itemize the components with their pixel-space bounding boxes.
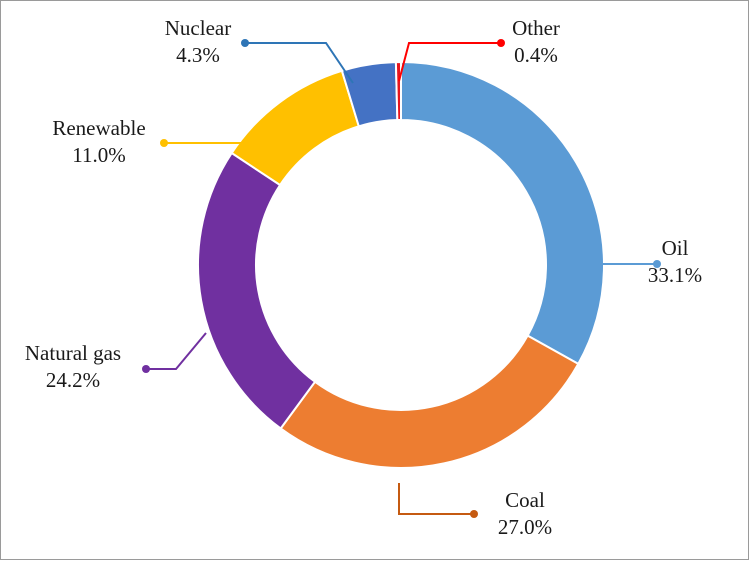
slice-label-coal: Coal 27.0% (498, 488, 552, 539)
slice-label-natural-gas: Natural gas 24.2% (25, 341, 121, 392)
leader-line-nuclear (245, 42, 354, 84)
slice-name: Renewable (52, 116, 145, 140)
leader-dot-renewable (160, 139, 168, 147)
slice-label-other: Other 0.4% (512, 16, 560, 67)
slice-natural-gas (197, 151, 317, 430)
leader-dot-nuclear (241, 39, 249, 47)
leader-line-coal (398, 483, 474, 515)
slice-percent: 0.4% (514, 43, 558, 67)
slice-label-nuclear: Nuclear 4.3% (165, 16, 231, 67)
slice-name: Other (512, 16, 560, 40)
slice-label-oil: Oil 33.1% (648, 236, 702, 287)
slice-percent: 11.0% (72, 143, 125, 167)
slice-label-renewable: Renewable 11.0% (52, 116, 145, 167)
slice-name: Nuclear (165, 16, 231, 40)
slice-percent: 4.3% (176, 43, 220, 67)
leader-lines (142, 39, 661, 518)
slice-oil (400, 60, 605, 366)
slice-percent: 24.2% (46, 368, 100, 392)
slice-name: Oil (662, 236, 689, 260)
leader-line-renewable (164, 142, 254, 149)
leader-dot-other (497, 39, 505, 47)
donut-slices (197, 60, 605, 469)
slice-name: Natural gas (25, 341, 121, 365)
slice-other (394, 60, 402, 122)
leader-dot-natural-gas (142, 365, 150, 373)
leader-line-other (398, 42, 501, 82)
slice-labels: Oil 33.1% Coal 27.0% Natural gas 24.2% Renewab… (25, 16, 702, 539)
slice-percent: 27.0% (498, 515, 552, 539)
slice-percent: 33.1% (648, 263, 702, 287)
slice-name: Coal (505, 488, 545, 512)
leader-dot-coal (470, 510, 478, 518)
leader-line-natural-gas (146, 332, 207, 370)
leader-dot-oil (653, 260, 661, 268)
slice-coal (279, 334, 580, 469)
